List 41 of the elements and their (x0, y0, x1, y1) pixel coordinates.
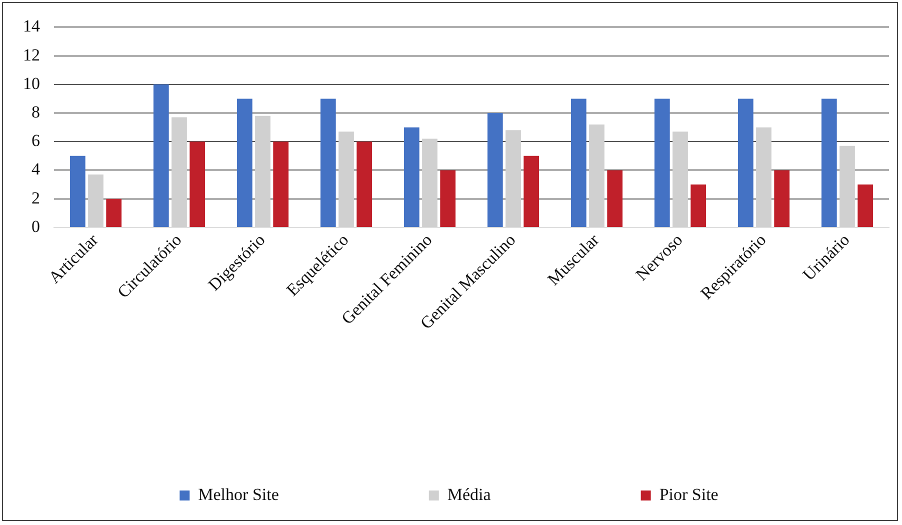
bar (153, 84, 169, 227)
y-tick-label: 2 (32, 188, 40, 208)
bar (738, 98, 754, 227)
bar (404, 127, 420, 227)
bar (320, 98, 336, 227)
bar (570, 98, 586, 227)
bar (840, 146, 855, 227)
bar (756, 127, 772, 227)
bar (487, 113, 503, 227)
bar (356, 142, 372, 227)
bar (273, 142, 289, 227)
y-tick-label: 6 (32, 131, 40, 150)
legend-label: Média (447, 484, 492, 504)
y-tick-label: 14 (23, 16, 40, 36)
y-tick-label: 4 (32, 160, 40, 179)
bar (422, 138, 438, 227)
bar (654, 98, 670, 227)
y-tick-label: 12 (23, 45, 40, 64)
bar (506, 130, 521, 227)
bar (255, 116, 270, 227)
bar (106, 198, 122, 227)
bar (440, 170, 456, 227)
bar (858, 184, 874, 227)
bar (88, 174, 104, 227)
bar (190, 142, 206, 227)
bar (672, 132, 688, 227)
bar (338, 132, 354, 227)
bar (172, 117, 187, 227)
y-tick-label: 0 (32, 216, 40, 236)
y-tick-label: 8 (32, 102, 40, 122)
legend-label: Pior Site (659, 484, 718, 504)
bar (690, 184, 706, 227)
bar (236, 98, 252, 227)
y-tick-label: 10 (23, 74, 40, 93)
bar (774, 170, 790, 227)
legend-label: Melhor Site (198, 484, 279, 504)
bar (70, 156, 86, 227)
bar (607, 170, 623, 227)
bar (821, 98, 837, 227)
bar (524, 156, 540, 227)
bar (589, 124, 604, 227)
